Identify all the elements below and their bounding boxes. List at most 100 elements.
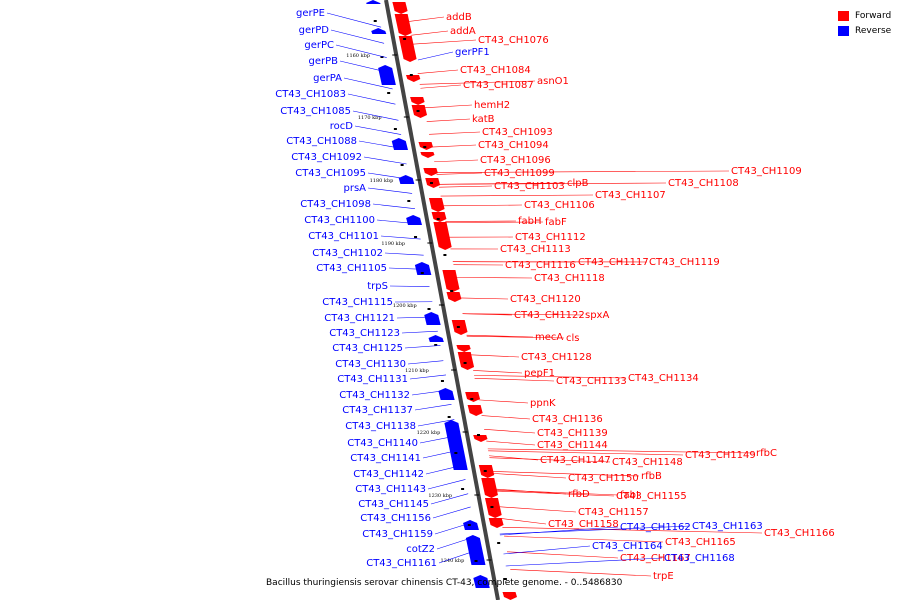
reverse-leader: [335, 44, 387, 58]
reverse-gene-label: CT43_CH1105: [316, 263, 387, 274]
legend-forward[interactable]: Forward: [838, 8, 891, 23]
forward-gene: [456, 345, 471, 352]
forward-leader: [489, 457, 611, 463]
reverse-gene: [371, 28, 387, 34]
forward-leader: [481, 415, 531, 420]
legend: Forward Reverse: [838, 8, 891, 38]
forward-leader: [487, 448, 755, 454]
reverse-gene-label: CT43_CH1092: [291, 152, 362, 163]
forward-gene: [502, 592, 517, 600]
reverse-swatch: [838, 25, 849, 36]
forward-leader: [459, 297, 509, 300]
scale-tick-label: 1200 kbp: [393, 303, 417, 309]
forward-leader: [488, 450, 684, 456]
minor-feature: [434, 344, 438, 346]
reverse-leader: [326, 12, 382, 28]
forward-gene-label: CT43_CH1113: [500, 244, 571, 255]
minor-feature: [503, 578, 507, 580]
scale-tick-label: 1180 kbp: [370, 178, 394, 184]
forward-gene-label: CT43_CH1106: [524, 200, 595, 211]
minor-feature: [454, 452, 458, 454]
minor-feature: [436, 218, 440, 220]
forward-gene-label: CT43_CH1144: [537, 440, 608, 451]
reverse-gene-label: CT43_CH1125: [332, 343, 403, 354]
forward-gene: [473, 435, 488, 442]
forward-gene-label: ppnK: [530, 398, 556, 409]
minor-feature: [416, 110, 420, 112]
legend-reverse[interactable]: Reverse: [838, 23, 891, 38]
reverse-gene-label: gerPA: [313, 73, 342, 84]
forward-gene: [442, 270, 460, 292]
reverse-leader: [434, 521, 474, 535]
forward-leader: [470, 354, 520, 358]
forward-leader: [438, 182, 667, 185]
minor-feature: [483, 470, 487, 472]
forward-gene-label: CT43_CH1096: [480, 155, 551, 166]
reverse-leader: [367, 172, 410, 180]
minor-feature: [497, 542, 501, 544]
minor-feature: [407, 200, 411, 202]
reverse-gene-label: trpS: [367, 281, 388, 292]
forward-leader: [417, 69, 459, 74]
forward-gene-label: CT43_CH1119: [649, 257, 720, 268]
forward-leader: [419, 80, 536, 85]
forward-leader: [436, 170, 730, 173]
minor-feature: [447, 416, 451, 418]
forward-gene-label: CT43_CH1094: [478, 140, 549, 151]
reverse-gene-label: CT43_CH1156: [360, 513, 431, 524]
scale-tick-label: 1240 kbp: [441, 558, 465, 564]
reverse-gene-label: gerPE: [296, 8, 325, 19]
forward-leader: [473, 370, 523, 374]
reverse-leader: [339, 60, 390, 74]
forward-gene: [481, 478, 498, 498]
forward-leader: [434, 159, 479, 163]
reverse-leader: [363, 156, 407, 165]
minor-feature: [477, 434, 481, 436]
reverse-leader: [436, 536, 477, 550]
forward-leader: [474, 375, 627, 379]
forward-gene-label: CT43_CH1084: [460, 65, 531, 76]
forward-leader: [420, 84, 462, 89]
minor-feature: [423, 146, 427, 148]
forward-gene: [465, 392, 481, 402]
reverse-gene-label: CT43_CH1142: [353, 469, 424, 480]
reverse-gene: [366, 0, 381, 4]
forward-leader: [486, 440, 536, 446]
genome-backbone: [384, 0, 500, 600]
minor-feature: [427, 308, 431, 310]
forward-leader: [429, 131, 481, 135]
scale-tick-label: 1190 kbp: [381, 241, 405, 247]
forward-gene: [423, 168, 438, 176]
forward-leader: [436, 172, 483, 175]
minor-feature: [429, 182, 433, 184]
reverse-leader: [430, 493, 469, 505]
forward-leader: [504, 535, 664, 543]
reverse-leader: [380, 235, 421, 240]
genome-caption: Bacillus thuringiensis serovar chinensis…: [266, 578, 623, 588]
reverse-gene: [444, 420, 468, 470]
forward-gene: [420, 152, 435, 158]
reverse-leader: [427, 479, 466, 490]
forward-gene: [394, 14, 412, 36]
reverse-gene-label: CT43_CH1102: [312, 248, 383, 259]
minor-feature: [414, 236, 418, 238]
forward-gene: [431, 212, 447, 222]
reverse-gene-label: CT43_CH1132: [339, 390, 410, 401]
forward-leader: [445, 220, 517, 222]
reverse-leader: [409, 374, 447, 380]
minor-feature: [490, 506, 494, 508]
forward-gene-label: fabH: [518, 216, 542, 227]
minor-feature: [470, 398, 474, 400]
reverse-leader: [354, 125, 402, 135]
forward-gene-label: CT43_CH1166: [764, 528, 835, 539]
reverse-leader: [389, 285, 430, 287]
reverse-gene-label: CT43_CH1137: [342, 405, 413, 416]
reverse-leader: [404, 345, 441, 349]
reverse-leader: [388, 267, 427, 270]
forward-gene: [398, 36, 417, 62]
scale-tick-label: 1220 kbp: [417, 430, 441, 436]
reverse-gene-label: gerPC: [304, 40, 334, 51]
reverse-leader: [438, 549, 479, 564]
reverse-gene-label: prsA: [343, 183, 366, 194]
forward-gene-label: CT43_CH1099: [484, 168, 555, 179]
